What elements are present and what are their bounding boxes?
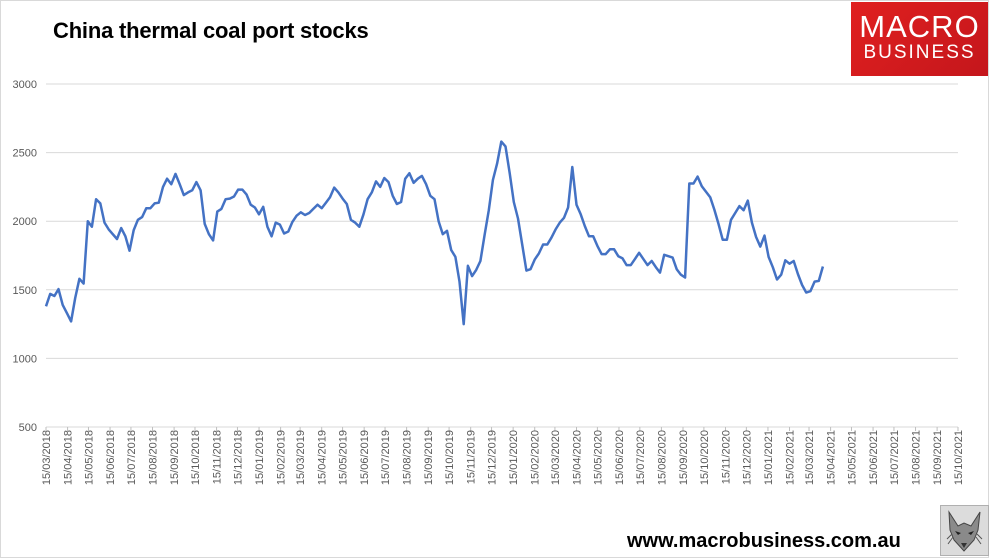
x-tick-label: 15/10/2020 [699, 430, 711, 485]
gridlines [46, 83, 958, 428]
x-axis: 15/03/2018 15/04/2018 15/05/2018 15/06/2018… [41, 427, 965, 485]
logo-line-macro: MACRO [859, 9, 980, 44]
x-tick-label: 15/11/2020 [720, 430, 732, 484]
x-tick-label: 15/09/2020 [678, 430, 690, 485]
x-tick-label: 15/01/2021 [763, 430, 775, 485]
x-tick-label: 15/06/2020 [614, 430, 626, 485]
x-tick-label: 15/04/2021 [826, 430, 838, 485]
x-tick-label: 15/05/2020 [592, 430, 604, 485]
x-tick-label: 15/01/2020 [508, 430, 520, 485]
x-tick-label: 15/11/2018 [212, 430, 224, 484]
x-tick-label: 15/09/2018 [169, 430, 181, 485]
y-tick-label: 500 [19, 422, 37, 434]
x-tick-label: 15/10/2021 [953, 430, 965, 485]
x-tick-label: 15/05/2019 [338, 430, 350, 485]
x-tick-label: 15/06/2019 [359, 430, 371, 485]
y-axis: 500 1000 1500 2000 2500 3000 [13, 79, 37, 434]
x-tick-label: 15/12/2020 [741, 430, 753, 485]
website-url: www.macrobusiness.com.au [627, 530, 901, 552]
x-tick-label: 15/09/2019 [423, 430, 435, 485]
x-tick-label: 15/03/2020 [550, 430, 562, 485]
x-tick-label: 15/05/2018 [83, 430, 95, 485]
y-tick-label: 2500 [13, 148, 37, 160]
x-tick-label: 15/05/2021 [846, 430, 858, 485]
x-tick-label: 15/01/2019 [254, 430, 266, 485]
x-tick-label: 15/07/2018 [126, 430, 138, 485]
x-tick-label: 15/02/2021 [785, 430, 797, 485]
x-tick-label: 15/03/2019 [295, 430, 307, 485]
x-tick-label: 15/12/2019 [487, 430, 499, 485]
x-tick-label: 15/09/2021 [932, 430, 944, 485]
x-tick-label: 15/08/2020 [656, 430, 668, 485]
x-tick-label: 15/04/2019 [317, 430, 329, 485]
y-tick-label: 1000 [13, 353, 37, 365]
x-tick-label: 15/06/2018 [105, 430, 117, 485]
x-tick-label: 15/08/2021 [911, 430, 923, 485]
y-tick-label: 3000 [13, 79, 37, 91]
x-tick-label: 15/06/2021 [868, 430, 880, 485]
x-tick-label: 15/02/2020 [530, 430, 542, 485]
y-tick-label: 2000 [13, 216, 37, 228]
x-tick-label: 15/10/2018 [190, 430, 202, 485]
y-tick-label: 1500 [13, 285, 37, 297]
x-tick-label: 15/07/2019 [380, 430, 392, 485]
x-tick-label: 15/03/2018 [41, 430, 53, 485]
x-tick-label: 15/04/2020 [571, 430, 583, 485]
x-tick-label: 15/12/2018 [232, 430, 244, 485]
x-tick-label: 15/10/2019 [444, 430, 456, 485]
x-tick-label: 15/08/2018 [148, 430, 160, 485]
chart-title: China thermal coal port stocks [53, 18, 369, 43]
series-line [44, 140, 825, 326]
fox-logo-icon [940, 505, 989, 556]
x-tick-label: 15/02/2019 [276, 430, 288, 485]
x-tick-label: 15/07/2020 [635, 430, 647, 485]
series-lines [44, 140, 825, 326]
x-tick-label: 15/03/2021 [804, 430, 816, 485]
x-tick-label: 15/08/2019 [402, 430, 414, 485]
logo-line-business: BUSINESS [863, 42, 976, 63]
x-tick-label: 15/04/2018 [63, 430, 75, 485]
x-tick-label: 15/07/2021 [889, 430, 901, 485]
macrobusiness-logo: MACRO BUSINESS [851, 2, 988, 76]
x-tick-label: 15/11/2019 [466, 430, 478, 484]
